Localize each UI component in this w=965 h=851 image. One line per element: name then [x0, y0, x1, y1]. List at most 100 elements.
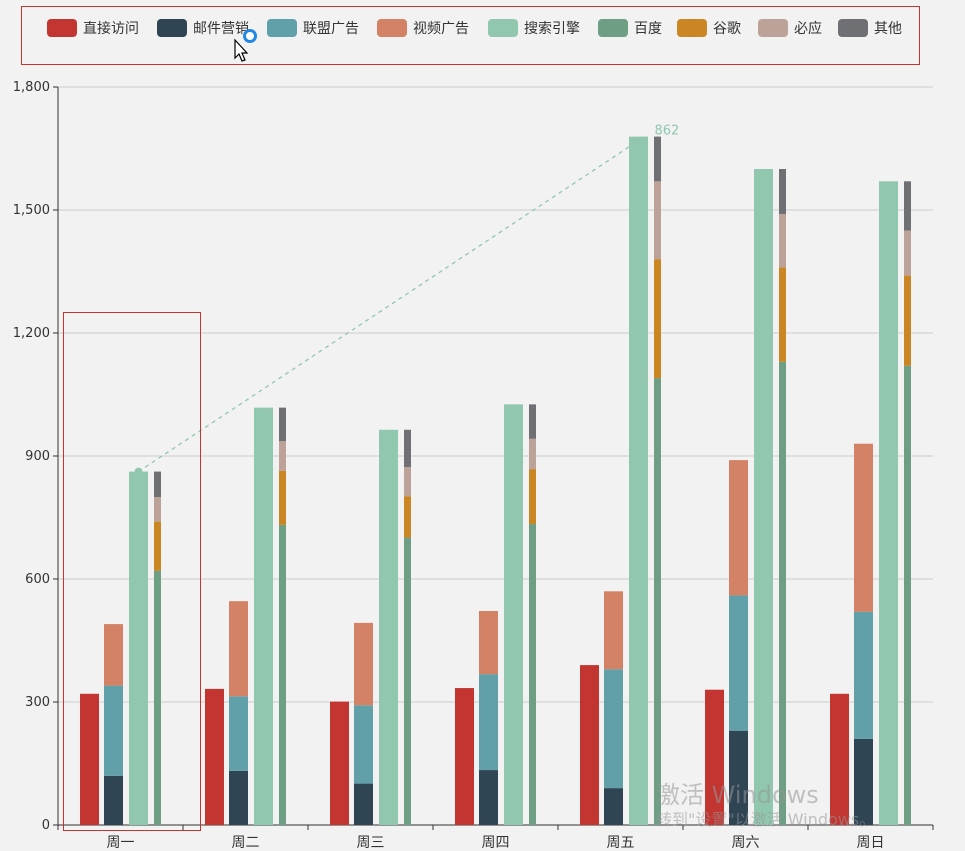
legend-item[interactable]: 谷歌: [677, 18, 741, 38]
bar-segment: [404, 429, 411, 468]
legend-item[interactable]: 其他: [838, 18, 902, 38]
legend-label: 视频广告: [413, 21, 469, 37]
bar-segment: [104, 624, 123, 686]
legend-swatch: [157, 19, 187, 37]
legend-label: 搜索引擎: [524, 21, 580, 37]
legend-label: 联盟广告: [303, 21, 359, 37]
bar-segment: [104, 685, 123, 776]
bar-segment: [654, 259, 661, 379]
bar-segment: [279, 441, 286, 471]
bar-segment: [604, 788, 623, 825]
legend-label: 必应: [794, 21, 822, 37]
busy-spinner-icon: [243, 29, 257, 43]
legend-swatch: [47, 19, 77, 37]
bar-segment: [330, 701, 349, 825]
bar-segment: [205, 688, 224, 825]
bar-segment: [279, 407, 286, 442]
bar-segment: [654, 378, 661, 825]
bar-segment: [629, 136, 648, 826]
bar-segment: [154, 497, 161, 522]
bar-segment: [854, 443, 873, 612]
legend-item[interactable]: 百度: [598, 18, 662, 38]
bar-segment: [729, 460, 748, 596]
markline-label: 862: [655, 124, 680, 139]
legend-swatch: [598, 19, 628, 37]
bar-segment: [479, 770, 498, 825]
bar-segment: [879, 181, 898, 826]
y-tick-label: 1,800: [13, 80, 50, 95]
legend-swatch: [267, 19, 297, 37]
bar-segment: [830, 693, 849, 825]
bar-segment: [904, 230, 911, 276]
bar-segment: [779, 169, 786, 215]
y-tick-label: 0: [42, 818, 50, 833]
bar-segment: [229, 696, 248, 771]
bar-segment: [754, 169, 773, 825]
bar-segment: [279, 524, 286, 825]
bar-segment: [154, 570, 161, 825]
markline-arrow: [634, 136, 645, 145]
x-tick-label: 周三: [357, 835, 385, 851]
bar-segment: [705, 689, 724, 825]
bar-segment: [404, 496, 411, 538]
bar-segment: [80, 693, 99, 825]
bar-segment: [904, 181, 911, 231]
legend-swatch: [838, 19, 868, 37]
bar-segment: [854, 611, 873, 739]
x-tick-label: 周一: [107, 835, 135, 851]
bar-segment: [229, 770, 248, 825]
bar-segment: [479, 674, 498, 771]
legend-swatch: [758, 19, 788, 37]
legend: 直接访问 邮件营销 联盟广告 视频广告 搜索引擎 百度 谷歌 必应 其他: [21, 6, 920, 65]
bar-segment: [854, 738, 873, 825]
x-tick-label: 周五: [607, 835, 635, 851]
markline: 862: [134, 124, 680, 476]
bar-segment: [529, 469, 536, 525]
bar-segment: [455, 688, 474, 825]
x-tick-label: 周二: [232, 835, 260, 851]
bar-segment: [229, 601, 248, 697]
legend-swatch: [377, 19, 407, 37]
bars: [80, 136, 911, 826]
markline-line: [138, 136, 645, 473]
legend-label: 百度: [634, 21, 662, 37]
legend-item[interactable]: 搜索引擎: [488, 18, 580, 38]
bar-segment: [529, 524, 536, 825]
bar-segment: [729, 595, 748, 731]
legend-item[interactable]: 视频广告: [377, 18, 469, 38]
bar-segment: [529, 404, 536, 439]
legend-item[interactable]: 邮件营销: [157, 18, 249, 38]
gridlines: [58, 86, 933, 703]
bar-segment: [654, 181, 661, 260]
legend-item[interactable]: 直接访问: [47, 18, 139, 38]
bar-segment: [479, 610, 498, 675]
bar-segment: [129, 471, 148, 825]
bar-segment: [779, 214, 786, 268]
bar-segment: [729, 730, 748, 825]
x-tick-label: 周四: [482, 835, 510, 851]
bar-segment: [604, 591, 623, 670]
legend-item[interactable]: 必应: [758, 18, 822, 38]
bar-segment: [379, 429, 398, 825]
bar-segment: [779, 361, 786, 825]
bar-segment: [354, 783, 373, 825]
y-tick-label: 1,500: [13, 203, 50, 218]
bar-segment: [904, 275, 911, 366]
legend-swatch: [488, 19, 518, 37]
bar-segment: [404, 537, 411, 825]
legend-item[interactable]: 联盟广告: [267, 18, 359, 38]
bar-segment: [654, 136, 661, 182]
x-tick-label: 周日: [857, 835, 885, 851]
bar-segment: [154, 521, 161, 571]
bar-segment: [354, 622, 373, 706]
x-tick-label: 周六: [732, 835, 760, 851]
y-tick-label: 900: [25, 449, 50, 464]
legend-label: 其他: [874, 21, 902, 37]
bar-segment: [504, 404, 523, 825]
bar-segment: [404, 467, 411, 497]
bar-segment: [279, 470, 286, 525]
bar-segment: [529, 438, 536, 470]
bar-segment: [580, 665, 599, 825]
bar-segment: [254, 407, 273, 825]
